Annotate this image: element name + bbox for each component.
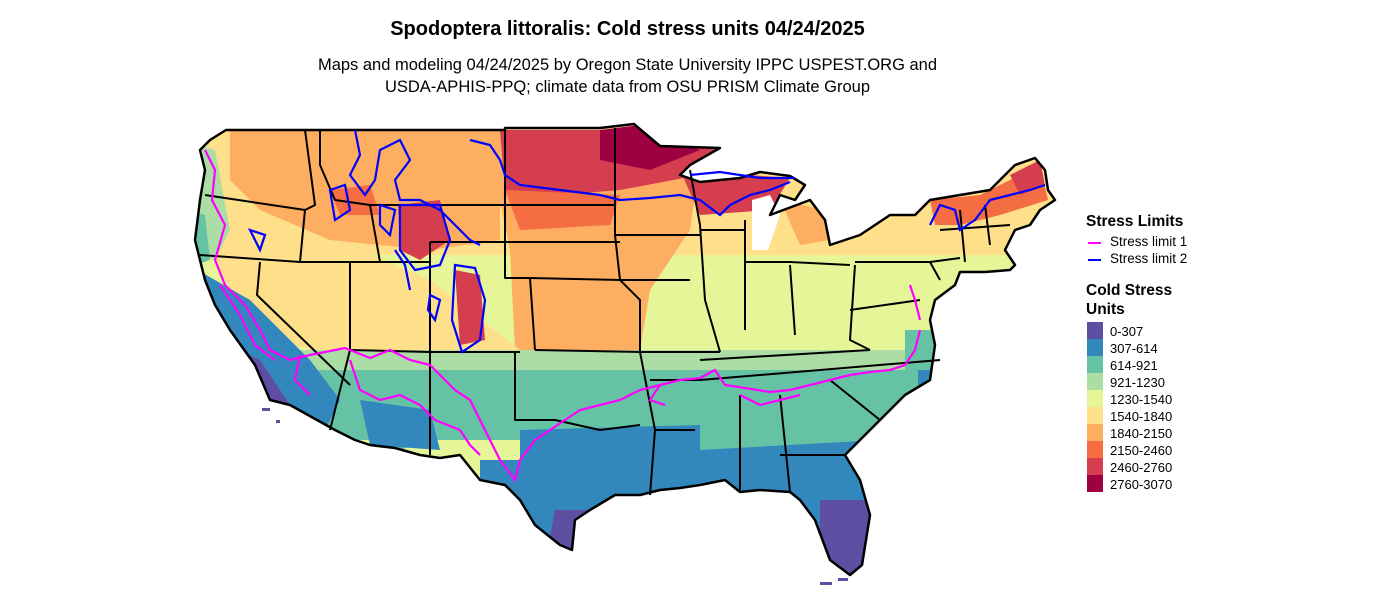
cold-stress-bin-4-swatch: [1087, 373, 1103, 390]
cold-stress-bin-1-label: 0-307: [1110, 324, 1144, 339]
cold-stress-bin-2: 307-614: [1086, 339, 1266, 356]
stress-limit-1-label: Stress limit 1: [1110, 234, 1188, 249]
cold-stress-bin-4-label: 921-1230: [1110, 375, 1165, 390]
cold-stress-bin-6-swatch: [1087, 407, 1103, 424]
map-legend: Stress Limits Stress limit 1 Stress limit…: [1086, 212, 1266, 492]
cold-stress-bin-9-swatch: [1087, 458, 1103, 475]
map-subtitle-line-2: USDA-APHIS-PPQ; climate data from OSU PR…: [384, 78, 871, 96]
cold-stress-units-legend-title-line-2: Units: [1086, 301, 1125, 318]
stress-limit-2-swatch: [1088, 259, 1101, 261]
cold-stress-bin-1: 0-307: [1086, 322, 1266, 339]
cold-stress-bin-5: 1230-1540: [1086, 390, 1266, 407]
cold-stress-bin-7-label: 1840-2150: [1110, 426, 1173, 441]
stress-limit-1-legend-entry: Stress limit 1: [1086, 234, 1266, 251]
stress-limit-1-contours: [204, 149, 922, 483]
cold-stress-bin-1-swatch: [1087, 322, 1103, 339]
cold-stress-bin-2-label: 307-614: [1110, 341, 1158, 356]
cold-stress-bin-4: 921-1230: [1086, 373, 1266, 390]
cold-stress-bin-10-label: 2760-3070: [1110, 477, 1173, 492]
cold-stress-bin-9-label: 2460-2760: [1110, 460, 1173, 475]
cold-stress-bin-2-swatch: [1087, 339, 1103, 356]
coastal-islands: [262, 408, 848, 585]
cold-stress-bin-3-label: 614-921: [1110, 358, 1158, 373]
cold-stress-units-legend-title-line-1: Cold Stress: [1086, 282, 1173, 299]
stress-limit-2-label: Stress limit 2: [1110, 251, 1188, 266]
cold-stress-bin-8-swatch: [1087, 441, 1103, 458]
cold-stress-bin-5-swatch: [1087, 390, 1103, 407]
cold-stress-bin-7-swatch: [1087, 424, 1103, 441]
cold-stress-bin-8-label: 2150-2460: [1110, 443, 1173, 458]
stress-limits-legend-items: Stress limit 1 Stress limit 2: [1086, 234, 1266, 268]
cold-stress-bin-6-label: 1540-1840: [1110, 409, 1173, 424]
map-subtitle-line-1: Maps and modeling 04/24/2025 by Oregon S…: [317, 56, 938, 74]
stress-limit-1-swatch: [1088, 242, 1101, 244]
stress-limit-2-legend-entry: Stress limit 2: [1086, 251, 1266, 268]
cold-stress-bin-7: 1840-2150: [1086, 424, 1266, 441]
cold-stress-bin-10-swatch: [1087, 475, 1103, 492]
stress-limits-legend-title: Stress Limits: [1086, 213, 1184, 230]
cold-stress-units-legend-items: 0-307 307-614 614-921 921-1230 1230-1540 1540…: [1086, 322, 1266, 492]
cold-stress-bin-3-swatch: [1087, 356, 1103, 373]
cold-stress-bin-8: 2150-2460: [1086, 441, 1266, 458]
cold-stress-bin-6: 1540-1840: [1086, 407, 1266, 424]
cold-stress-bin-5-label: 1230-1540: [1110, 392, 1173, 407]
cold-stress-bin-10: 2760-3070: [1086, 475, 1266, 492]
stress-limit-2-contours: [247, 129, 1046, 354]
cold-stress-bin-3: 614-921: [1086, 356, 1266, 373]
cold-stress-bin-9: 2460-2760: [1086, 458, 1266, 475]
map-title: Spodoptera littoralis: Cold stress units…: [390, 18, 865, 40]
state-borders: [193, 122, 1057, 577]
